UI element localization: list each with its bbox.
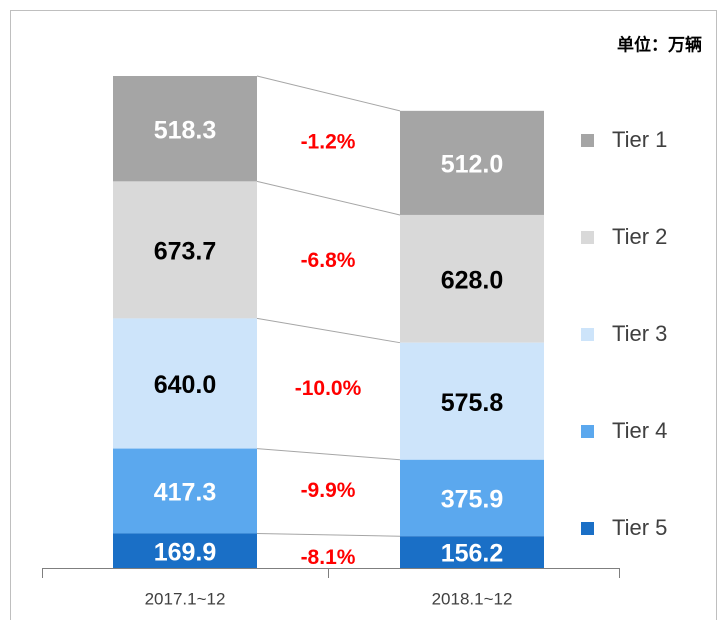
value-label: 518.3 bbox=[154, 116, 217, 144]
value-label: 156.2 bbox=[441, 540, 504, 568]
change-label: -10.0% bbox=[295, 377, 362, 400]
bar-segment bbox=[400, 536, 544, 568]
bar-segment bbox=[400, 110, 544, 215]
x-tick-label: 2018.1~12 bbox=[432, 589, 513, 608]
legend-label: Tier 4 bbox=[612, 418, 667, 443]
change-label: -8.1% bbox=[301, 546, 356, 569]
connector bbox=[256, 180, 401, 216]
bar-segment bbox=[113, 76, 257, 182]
value-label: 673.7 bbox=[154, 238, 217, 266]
legend-label: Tier 3 bbox=[612, 321, 667, 346]
bar-segment bbox=[113, 318, 257, 449]
frame bbox=[10, 10, 717, 625]
unit-label: 单位：万辆 bbox=[617, 34, 702, 54]
x-tick-label: 2017.1~12 bbox=[145, 589, 226, 608]
legend-label: Tier 2 bbox=[612, 224, 667, 249]
value-label: 417.3 bbox=[154, 479, 217, 507]
bar-segment bbox=[113, 533, 257, 568]
value-label: 640.0 bbox=[154, 371, 217, 399]
value-label: 628.0 bbox=[441, 266, 504, 294]
legend-label: Tier 1 bbox=[612, 127, 667, 152]
legend-swatch bbox=[581, 425, 594, 438]
bar-segment bbox=[400, 342, 544, 460]
change-label: -6.8% bbox=[301, 249, 356, 272]
legend-swatch bbox=[581, 328, 594, 341]
change-label: -9.9% bbox=[301, 479, 356, 502]
bar-segment bbox=[400, 214, 544, 343]
bar-segment bbox=[113, 181, 257, 319]
value-label: 169.9 bbox=[154, 538, 217, 566]
value-label: 375.9 bbox=[441, 486, 504, 514]
connector bbox=[256, 317, 401, 344]
legend-swatch bbox=[581, 522, 594, 535]
connector bbox=[256, 448, 401, 461]
legend-swatch bbox=[581, 134, 594, 147]
change-label: -1.2% bbox=[301, 130, 356, 153]
connector bbox=[256, 532, 401, 537]
connector bbox=[256, 75, 401, 112]
legend-swatch bbox=[581, 231, 594, 244]
value-label: 575.8 bbox=[441, 389, 504, 417]
value-label: 512.0 bbox=[441, 151, 504, 179]
bar-segment bbox=[113, 448, 257, 534]
bar-segment bbox=[400, 459, 544, 537]
legend-label: Tier 5 bbox=[612, 515, 667, 540]
